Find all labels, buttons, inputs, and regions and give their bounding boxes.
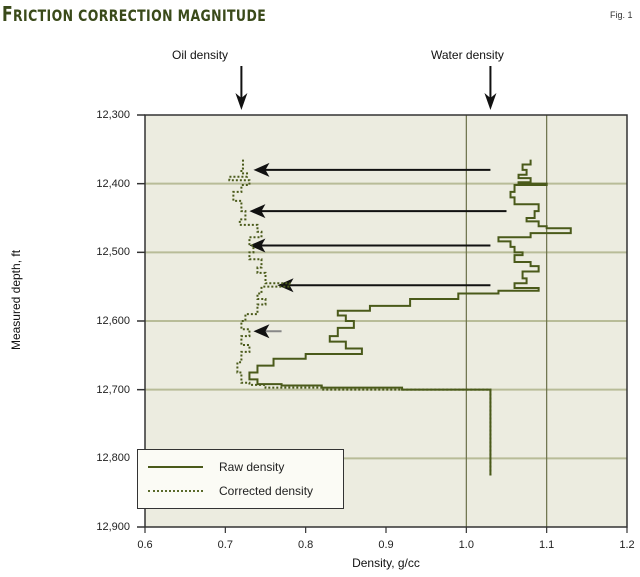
- figure-title: FRICTION CORRECTION MAGNITUDE: [2, 2, 266, 26]
- arrow-head-icon: [253, 162, 270, 177]
- x-tick-label: 1.0: [458, 539, 474, 551]
- water-density-label: Water density: [431, 48, 504, 62]
- arrow-head-icon: [277, 278, 294, 293]
- oil-density-label: Oil density: [172, 48, 229, 62]
- down-arrow-icon: [484, 93, 497, 110]
- raw-density-line: [248, 159, 572, 476]
- y-tick-label: 12,300: [96, 109, 130, 121]
- x-tick-label: 0.9: [378, 539, 394, 551]
- x-axis-label: Density, g/cc: [352, 556, 420, 570]
- solid-line-swatch-icon: [148, 466, 203, 468]
- legend-label-corrected: Corrected density: [219, 484, 314, 498]
- title-rest: RICTION CORRECTION MAGNITUDE: [13, 6, 267, 25]
- legend-item-raw: Raw density: [148, 459, 284, 475]
- y-tick-label: 12,700: [96, 383, 130, 396]
- y-tick-label: 12,500: [96, 246, 130, 259]
- x-tick-label: 0.8: [298, 539, 314, 551]
- title-initial: F: [2, 2, 14, 26]
- figure-label: Fig. 1: [610, 10, 633, 20]
- x-tick-label: 0.6: [137, 539, 153, 551]
- legend-label-raw: Raw density: [219, 460, 285, 474]
- arrow-head-icon: [253, 324, 270, 339]
- dotted-line-swatch-icon: [148, 490, 203, 492]
- y-tick-label: 12,600: [96, 315, 130, 327]
- x-tick-label: 1.2: [619, 539, 635, 551]
- arrow-head-icon: [249, 238, 266, 253]
- arrow-head-icon: [249, 204, 266, 219]
- x-tick-label: 1.1: [539, 539, 555, 551]
- legend-item-corrected: Corrected density: [148, 483, 313, 499]
- corrected-density-line: [228, 159, 492, 476]
- x-tick-label: 0.7: [217, 539, 233, 551]
- y-tick-label: 12,900: [96, 521, 130, 533]
- down-arrow-icon: [235, 93, 248, 110]
- legend: Raw density Corrected density: [137, 449, 344, 509]
- y-axis-label: Measured depth, ft: [9, 249, 23, 351]
- y-tick-label: 12,400: [96, 177, 130, 190]
- y-tick-label: 12,800: [96, 452, 130, 465]
